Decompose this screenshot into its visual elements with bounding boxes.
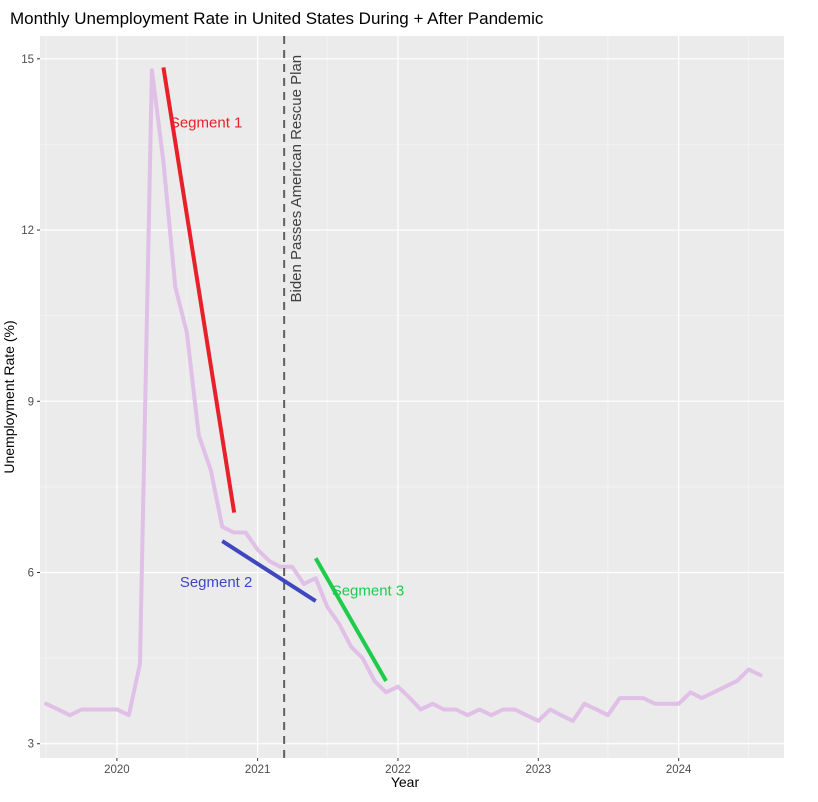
data-point [174,286,176,288]
series-layer [44,68,763,723]
data-point [514,708,516,710]
data-point [92,708,94,710]
data-point [560,714,562,716]
vline-layer: Biden Passes American Rescue Plan [283,36,305,758]
data-point [619,697,621,699]
data-point [80,708,82,710]
trend-segment [161,67,237,513]
data-point [666,703,668,705]
y-tick-label: 6 [28,568,34,580]
segment-label: Segment 1 [170,114,243,131]
data-point [57,708,59,710]
data-point [69,714,71,716]
y-axis-ticks: 3 6 9 12 15 [21,54,40,751]
data-point [221,526,223,528]
data-point [303,583,305,585]
data-point [245,531,247,533]
data-point [409,697,411,699]
data-point [198,434,200,436]
data-point [724,685,726,687]
data-point [256,548,258,550]
data-point [419,708,421,710]
series-line [44,68,763,723]
data-point [279,566,281,568]
data-point [595,708,597,710]
data-point [139,663,141,665]
data-point [268,560,270,562]
data-point [712,691,714,693]
y-axis-title: Unemployment Rate (%) [1,320,17,473]
x-axis-ticks: 2020 2021 2022 2023 2024 [104,758,692,776]
data-point [701,697,703,699]
data-point [525,714,527,716]
data-point [128,714,130,716]
data-point [478,708,480,710]
data-point [326,606,328,608]
data-point [162,160,164,162]
y-tick-label: 12 [21,225,34,237]
data-point [490,714,492,716]
y-tick-label: 15 [21,54,34,66]
chart-title: Monthly Unemployment Rate in United Stat… [10,9,544,28]
data-point [373,680,375,682]
data-point [291,566,293,568]
segment-label: Segment 3 [332,582,405,599]
data-point [151,69,153,71]
data-point [466,714,468,716]
grid-major [40,36,784,758]
data-point [607,714,609,716]
data-point [455,708,457,710]
data-point [759,674,761,676]
data-point [677,703,679,705]
segment-layer: Segment 1 Segment 2 Segment 3 [161,67,405,682]
data-point [431,703,433,705]
data-point [233,531,235,533]
y-tick-label: 3 [28,739,34,751]
data-point [583,703,585,705]
grid-minor [40,36,784,758]
x-tick-label: 2024 [666,764,692,776]
data-point [631,697,633,699]
data-point [116,708,118,710]
data-point [642,697,644,699]
data-point [654,703,656,705]
x-tick-label: 2020 [104,764,130,776]
data-point [537,720,539,722]
data-point [385,691,387,693]
data-point [210,469,212,471]
data-point [736,680,738,682]
data-point [338,623,340,625]
data-point [572,720,574,722]
data-point [443,708,445,710]
data-point [502,708,504,710]
trend-segment [313,557,388,682]
y-tick-label: 9 [28,396,34,408]
x-tick-label: 2023 [526,764,552,776]
x-tick-label: 2021 [245,764,271,776]
x-tick-label: 2022 [385,764,411,776]
data-point [689,691,691,693]
segment-label: Segment 2 [180,574,253,591]
data-point [45,703,47,705]
event-vline-label: Biden Passes American Rescue Plan [288,55,305,303]
data-point [186,332,188,334]
data-point [350,646,352,648]
data-point [549,708,551,710]
trend-segment [221,539,317,603]
data-point [361,657,363,659]
data-point [397,685,399,687]
x-axis-title: Year [391,774,420,790]
data-point [314,577,316,579]
data-point [104,708,106,710]
data-point [747,668,749,670]
